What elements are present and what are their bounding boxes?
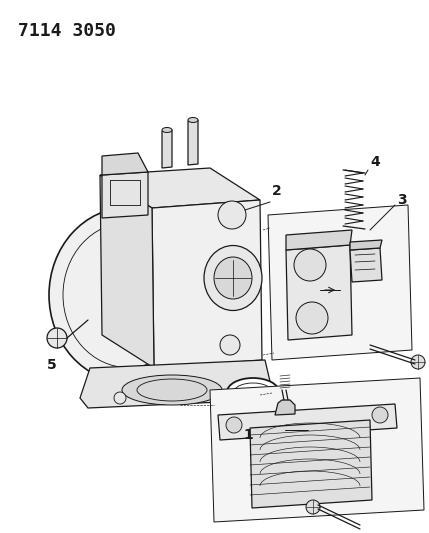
Text: 5: 5 [47,358,57,372]
Polygon shape [250,420,372,508]
Polygon shape [350,240,382,250]
Circle shape [47,328,67,348]
Text: 2: 2 [272,184,282,198]
Polygon shape [162,130,172,168]
Text: 4: 4 [370,155,380,169]
Text: 7114 3050: 7114 3050 [18,22,116,40]
Circle shape [114,392,126,404]
Ellipse shape [214,257,252,299]
Ellipse shape [122,375,222,405]
Polygon shape [218,404,397,440]
Circle shape [296,302,328,334]
Polygon shape [286,245,352,340]
Text: 1: 1 [243,428,253,442]
Polygon shape [268,205,412,360]
Polygon shape [80,360,272,408]
Polygon shape [350,248,382,282]
Circle shape [226,417,242,433]
Polygon shape [100,175,154,368]
Ellipse shape [227,378,279,406]
Polygon shape [286,230,352,250]
Circle shape [372,407,388,423]
Ellipse shape [49,207,207,383]
Ellipse shape [204,246,262,311]
Circle shape [220,335,240,355]
Ellipse shape [162,127,172,133]
Circle shape [411,355,425,369]
Polygon shape [275,400,295,415]
Polygon shape [102,172,148,218]
Text: 3: 3 [397,193,407,207]
Circle shape [294,249,326,281]
Circle shape [306,500,320,514]
Polygon shape [102,153,148,175]
Circle shape [218,201,246,229]
Polygon shape [188,120,198,165]
Circle shape [229,387,241,399]
Ellipse shape [188,117,198,123]
Polygon shape [100,168,260,208]
Polygon shape [152,200,262,368]
Polygon shape [210,378,424,522]
